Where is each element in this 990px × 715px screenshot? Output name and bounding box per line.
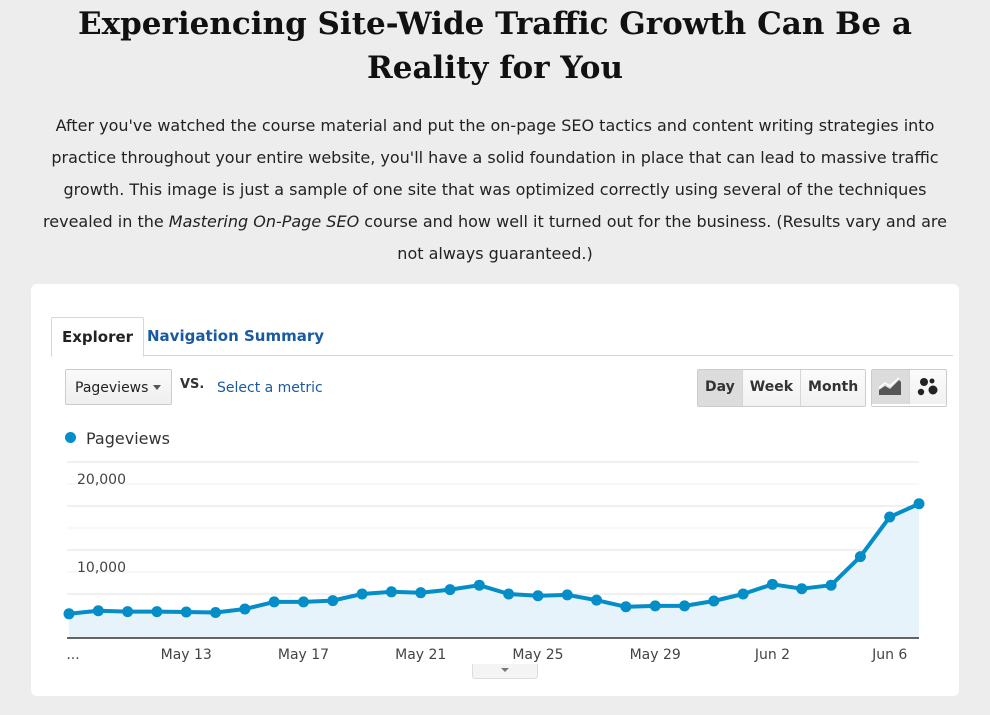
x-tick-label: Jun 6 [871, 647, 907, 663]
pageviews-chart: 20,000 10,000 ... May 13 May 17 May 21 May 25… [63, 461, 925, 663]
intro-text-after: course and how well it turned out for th… [359, 212, 947, 263]
month-button[interactable]: Month [800, 370, 866, 406]
data-point [444, 584, 456, 596]
data-point [796, 583, 808, 595]
data-point [679, 600, 691, 612]
x-axis-labels: ... May 13 May 17 May 21 May 25 May 29 Jun 2 Ju… [66, 647, 907, 663]
data-point [737, 588, 749, 600]
tab-explorer[interactable]: Explorer [51, 317, 145, 357]
x-tick-label: May 17 [278, 647, 329, 663]
y-tick-label: 20,000 [77, 472, 126, 488]
data-point [473, 579, 485, 591]
page-heading: Experiencing Site-Wide Traffic Growth Ca… [78, 6, 912, 86]
data-point [92, 605, 104, 617]
chart-legend: Pageviews [65, 429, 170, 448]
period-toggle: Day Week Month [697, 369, 867, 407]
tab-bar: Explorer Navigation Summary [51, 317, 953, 357]
data-point [825, 579, 837, 591]
data-point [63, 608, 75, 620]
line-chart-icon [878, 377, 902, 395]
chevron-down-icon [153, 385, 161, 390]
data-point [532, 590, 544, 602]
data-point [415, 587, 427, 599]
data-point [327, 595, 339, 607]
week-button[interactable]: Week [741, 370, 801, 406]
data-point [884, 511, 896, 523]
intro-paragraph: After you've watched the course material… [30, 110, 960, 270]
data-point [297, 596, 309, 608]
collapse-chart-toggle[interactable] [472, 664, 538, 679]
y-axis-labels: 20,000 10,000 [77, 472, 126, 576]
chart-type-toggle [871, 369, 947, 407]
x-tick-label: ... [66, 647, 79, 663]
pageviews-area [69, 503, 919, 638]
select-metric-link[interactable]: Select a metric [217, 380, 323, 396]
line-chart-button[interactable] [872, 370, 909, 404]
analytics-card: Explorer Navigation Summary Pageviews VS… [31, 284, 959, 696]
data-point [591, 594, 603, 606]
data-point [180, 606, 192, 618]
tab-navigation-summary[interactable]: Navigation Summary [147, 327, 325, 345]
course-name: Mastering On-Page SEO [168, 212, 360, 231]
metric-dropdown[interactable]: Pageviews [65, 369, 172, 405]
data-point [503, 588, 515, 600]
data-point [151, 606, 163, 618]
data-point [913, 498, 925, 510]
legend-dot-icon [65, 432, 76, 443]
data-point [649, 600, 661, 612]
data-point [766, 578, 778, 590]
data-point [854, 551, 866, 563]
data-point [239, 603, 251, 615]
motion-chart-icon [917, 378, 938, 396]
x-tick-label: May 25 [512, 647, 563, 663]
metric-dropdown-value: Pageviews [75, 380, 149, 396]
x-tick-label: May 29 [630, 647, 681, 663]
data-point [708, 595, 720, 607]
data-point [122, 606, 134, 618]
data-point [385, 586, 397, 598]
data-point [620, 601, 632, 613]
data-point [561, 589, 573, 601]
x-tick-label: May 13 [161, 647, 212, 663]
vs-label: VS. [180, 377, 205, 392]
legend-label: Pageviews [86, 429, 170, 448]
y-tick-label: 10,000 [77, 560, 126, 576]
intro-text-before: After you've watched the course material… [43, 116, 939, 231]
data-point [356, 588, 368, 600]
data-point [210, 606, 222, 618]
data-point [268, 596, 280, 608]
x-tick-label: Jun 2 [754, 647, 790, 663]
chevron-down-icon [501, 668, 509, 672]
x-tick-label: May 21 [395, 647, 446, 663]
day-button[interactable]: Day [698, 370, 742, 406]
pageviews-points [63, 498, 925, 620]
motion-chart-button[interactable] [908, 370, 946, 404]
